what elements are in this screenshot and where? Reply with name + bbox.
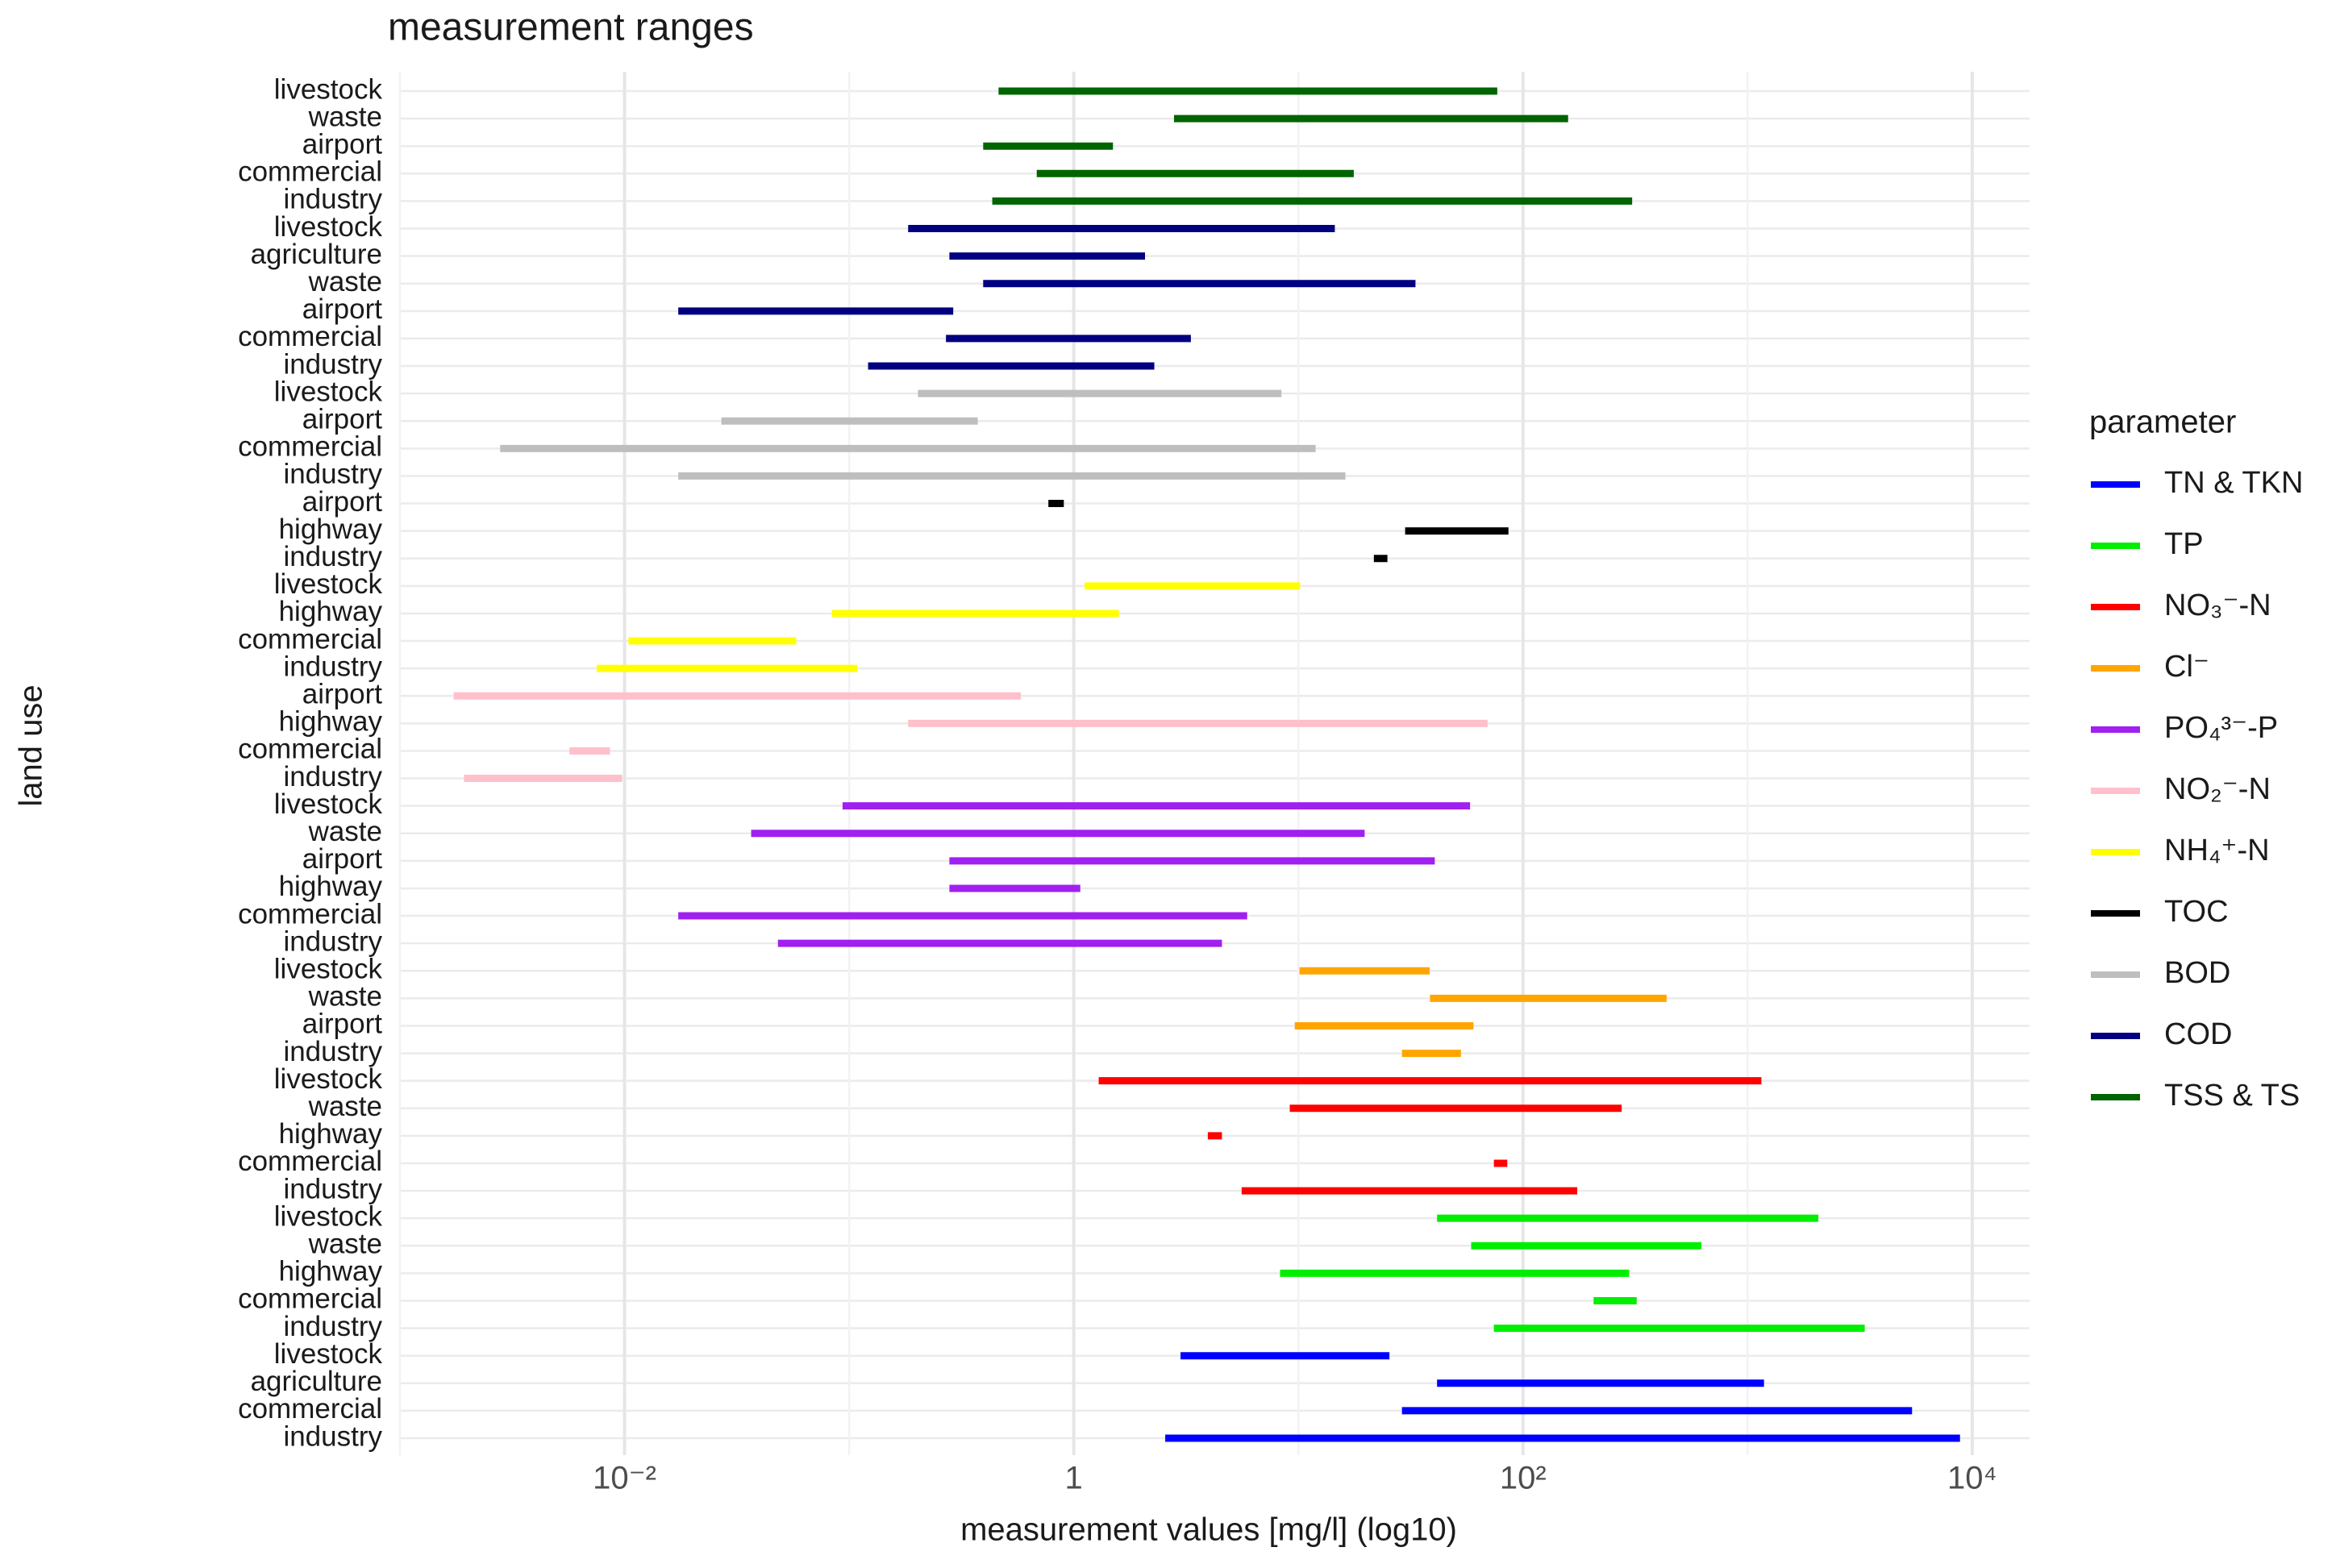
y-tick-label: airport: [302, 843, 382, 875]
legend-label: NO₂⁻-N: [2164, 772, 2271, 806]
y-tick-label: commercial: [238, 1393, 382, 1425]
y-tick-label: airport: [302, 486, 382, 518]
y-tick-label: highway: [279, 1118, 383, 1150]
y-tick-label: waste: [308, 1229, 382, 1260]
y-tick-label: livestock: [274, 1200, 383, 1232]
legend-label: BOD: [2164, 956, 2230, 990]
legend-label: Cl⁻: [2164, 650, 2209, 684]
y-tick-label: airport: [302, 1009, 382, 1040]
y-tick-label: livestock: [274, 376, 383, 407]
y-tick-label: commercial: [238, 321, 382, 352]
y-tick-label: industry: [283, 761, 382, 792]
y-tick-label: commercial: [238, 431, 382, 463]
y-tick-label: livestock: [274, 568, 383, 600]
marks: [453, 87, 1960, 1442]
y-tick-label: industry: [283, 459, 382, 490]
y-tick-label: commercial: [238, 623, 382, 655]
y-tick-label: highway: [279, 596, 383, 627]
y-tick-label: airport: [302, 293, 382, 325]
y-tick-label: waste: [308, 101, 382, 132]
legend-label: TOC: [2164, 895, 2229, 929]
y-tick-label: industry: [283, 651, 382, 682]
y-tick-label: commercial: [238, 898, 382, 930]
y-tick-label: livestock: [274, 211, 383, 243]
y-tick-label: commercial: [238, 156, 382, 188]
y-tick-label: waste: [308, 816, 382, 847]
legend-label: NH₄⁺-N: [2164, 834, 2270, 867]
legend-label: TP: [2164, 527, 2204, 561]
y-tick-label: highway: [279, 706, 383, 738]
legend-title: parameter: [2089, 405, 2236, 440]
y-tick-label: waste: [308, 1091, 382, 1122]
y-tick-label: airport: [302, 678, 382, 709]
y-tick-label: highway: [279, 871, 383, 902]
y-tick-label: waste: [308, 266, 382, 297]
legend-label: TSS & TS: [2164, 1079, 2300, 1113]
y-axis-label: land use: [14, 684, 49, 806]
y-tick-label: industry: [283, 1311, 382, 1342]
y-tick-label: highway: [279, 514, 383, 545]
y-tick-label: industry: [283, 541, 382, 572]
x-tick-label: 1: [1065, 1461, 1083, 1496]
y-tick-label: commercial: [238, 1146, 382, 1177]
y-tick-label: industry: [283, 925, 382, 957]
x-tick-label: 10²: [1500, 1461, 1547, 1496]
y-tick-label: industry: [283, 1173, 382, 1204]
chart-title: measurement ranges: [388, 6, 754, 49]
y-tick-label: livestock: [274, 73, 383, 105]
y-tick-label: agriculture: [251, 239, 382, 270]
y-tick-label: livestock: [274, 954, 383, 985]
y-tick-label: commercial: [238, 1283, 382, 1315]
x-axis-label: measurement values [mg/l] (log10): [960, 1512, 1457, 1548]
y-tick-label: agriculture: [251, 1366, 382, 1397]
y-tick-label: livestock: [274, 1063, 383, 1095]
x-tick-label: 10⁴: [1947, 1461, 1997, 1496]
y-tick-label: airport: [302, 128, 382, 160]
y-tick-label: airport: [302, 403, 382, 435]
y-tick-label: industry: [283, 184, 382, 215]
y-tick-label: waste: [308, 981, 382, 1013]
legend-label: COD: [2164, 1017, 2232, 1051]
grid: [398, 72, 2030, 1455]
y-tick-label: industry: [283, 348, 382, 380]
legend-label: TN & TKN: [2164, 466, 2303, 500]
y-tick-label: highway: [279, 1256, 383, 1287]
y-tick-label: industry: [283, 1036, 382, 1067]
x-tick-label: 10⁻²: [593, 1461, 656, 1496]
y-tick-label: livestock: [274, 788, 383, 820]
y-tick-label: commercial: [238, 734, 382, 765]
legend-label: NO₃⁻-N: [2164, 589, 2271, 622]
y-tick-label: industry: [283, 1420, 382, 1452]
y-tick-label: livestock: [274, 1338, 383, 1370]
legend-label: PO₄³⁻-P: [2164, 711, 2278, 745]
